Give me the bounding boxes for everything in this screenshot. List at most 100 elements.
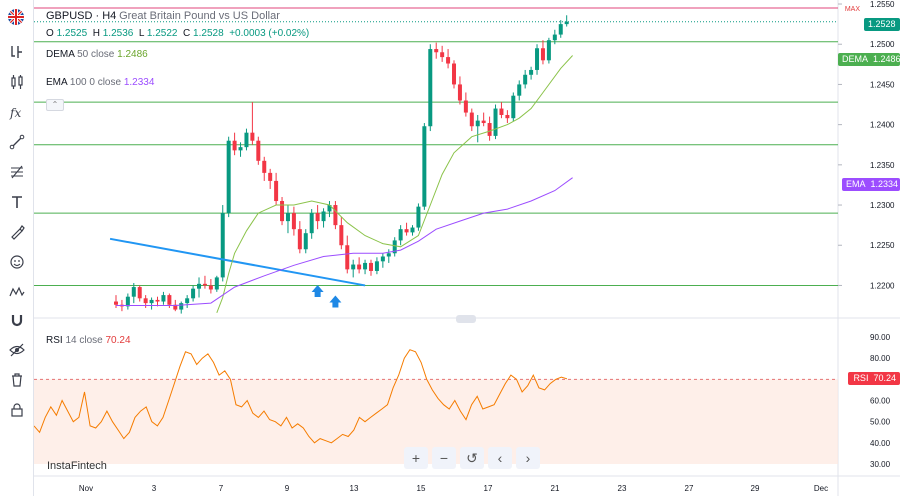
candle-body: [469, 112, 474, 127]
candle-body: [262, 160, 267, 173]
low-value: 1.2522: [146, 28, 178, 39]
rsi-value: 70.24: [105, 335, 131, 346]
zoom-out-button[interactable]: −: [432, 447, 456, 469]
candle-body: [321, 211, 326, 222]
price-tick-label: 1.2500: [870, 40, 895, 49]
brush-tool-icon[interactable]: [6, 221, 27, 242]
candle-body: [546, 40, 551, 61]
time-tick-label: 27: [685, 484, 694, 493]
reset-view-button[interactable]: ↺: [460, 447, 484, 469]
time-tick-label: Nov: [79, 484, 93, 493]
candle-body: [386, 253, 391, 257]
candle-body: [238, 147, 243, 151]
ema-line: [116, 177, 573, 306]
pattern-tool-icon[interactable]: [6, 281, 27, 302]
dema-legend[interactable]: DEMA 50 close 1.2486: [46, 49, 148, 60]
max-label: MAX: [844, 6, 860, 13]
indicators-icon[interactable]: fx: [6, 101, 27, 122]
candle-body: [428, 49, 433, 127]
candle-body: [226, 140, 231, 214]
candle-body: [529, 69, 534, 75]
candle-body: [404, 229, 409, 233]
dema-tag-name: DEMA: [842, 54, 869, 64]
candle-body: [244, 132, 249, 148]
candle-body: [535, 48, 540, 70]
rsi-tick-label: 50.00: [870, 418, 891, 427]
time-tick-label: 29: [751, 484, 760, 493]
candle-body: [517, 84, 522, 96]
time-tick-label: 7: [219, 484, 224, 493]
candle-body: [540, 48, 545, 61]
ema-legend[interactable]: EMA 100 0 close 1.2334: [46, 77, 154, 88]
scroll-left-button[interactable]: ‹: [488, 447, 512, 469]
candle-body: [511, 95, 516, 119]
candle-body: [564, 21, 569, 25]
emoji-tool-icon[interactable]: [6, 251, 27, 272]
rsi-tick-label: 90.00: [870, 333, 891, 342]
trash-icon[interactable]: [6, 369, 27, 390]
buy-arrow-marker: [329, 295, 342, 308]
magnet-icon[interactable]: [6, 309, 27, 330]
candle-body: [493, 108, 498, 136]
rsi-tag-value: 70.24: [873, 373, 896, 383]
ema-label: EMA: [46, 77, 68, 88]
drawing-toolbar: fx: [0, 0, 34, 496]
candles-icon[interactable]: [6, 71, 27, 92]
candle-body: [303, 233, 308, 250]
candle-body: [446, 57, 451, 64]
fib-tool-icon[interactable]: [6, 161, 27, 182]
candle-body: [114, 301, 118, 305]
collapse-legend-button[interactable]: ⌃: [46, 99, 64, 111]
time-tick-label: Dec: [814, 484, 828, 493]
price-tick-label: 1.2250: [870, 241, 895, 250]
candle-body: [457, 84, 462, 101]
ema-params: 100 0 close: [69, 77, 122, 88]
rsi-tag-name: RSI: [853, 373, 869, 383]
candle-body: [143, 298, 148, 304]
change-value: +0.0003 (+0.02%): [229, 28, 310, 39]
ema-tag-name: EMA: [846, 179, 866, 189]
rsi-price-tag: RSI 70.24: [848, 372, 900, 385]
zoom-in-button[interactable]: +: [404, 447, 428, 469]
dema-params: 50 close: [77, 49, 115, 60]
candle-body: [434, 49, 439, 53]
line-tool-icon[interactable]: [6, 131, 27, 152]
candle-body: [368, 262, 373, 271]
candle-body: [197, 283, 202, 289]
candle-body: [558, 24, 563, 35]
candle-body: [274, 180, 279, 202]
pane-separator-handle[interactable]: [456, 315, 476, 323]
buy-arrow-marker: [311, 285, 324, 298]
rsi-line: [33, 349, 568, 444]
scroll-right-button[interactable]: ›: [516, 447, 540, 469]
rsi-legend[interactable]: RSI 14 close 70.24: [46, 335, 131, 346]
candle-body: [398, 229, 403, 241]
candle-body: [363, 262, 368, 270]
rsi-tick-label: 30.00: [870, 460, 891, 469]
candle-body: [297, 229, 302, 250]
candle-body: [357, 264, 362, 270]
watermark: InstaFintech: [47, 460, 107, 472]
candle-body: [392, 240, 397, 254]
candle-body: [208, 285, 213, 290]
ohlc-legend: O 1.2525 H 1.2536 L 1.2522 C 1.2528 +0.0…: [46, 28, 309, 39]
candle-body: [499, 108, 504, 115]
rsi-params: 14 close: [65, 335, 103, 346]
time-tick-label: 23: [618, 484, 627, 493]
hide-drawings-icon[interactable]: [6, 339, 27, 360]
candle-body: [285, 213, 290, 222]
candle-body: [523, 74, 528, 85]
candle-body: [220, 213, 225, 278]
timeframe-icon[interactable]: [6, 41, 27, 62]
dema-tag-value: 1.2486: [873, 54, 900, 64]
candle-body: [452, 63, 457, 85]
text-tool-icon[interactable]: [6, 191, 27, 212]
close-value: 1.2528: [193, 28, 224, 39]
candle-body: [475, 120, 480, 127]
lock-icon[interactable]: [6, 399, 27, 420]
rsi-label: RSI: [46, 335, 63, 346]
candle-body: [339, 225, 344, 246]
candle-body: [185, 298, 190, 304]
candle-body: [351, 264, 356, 270]
